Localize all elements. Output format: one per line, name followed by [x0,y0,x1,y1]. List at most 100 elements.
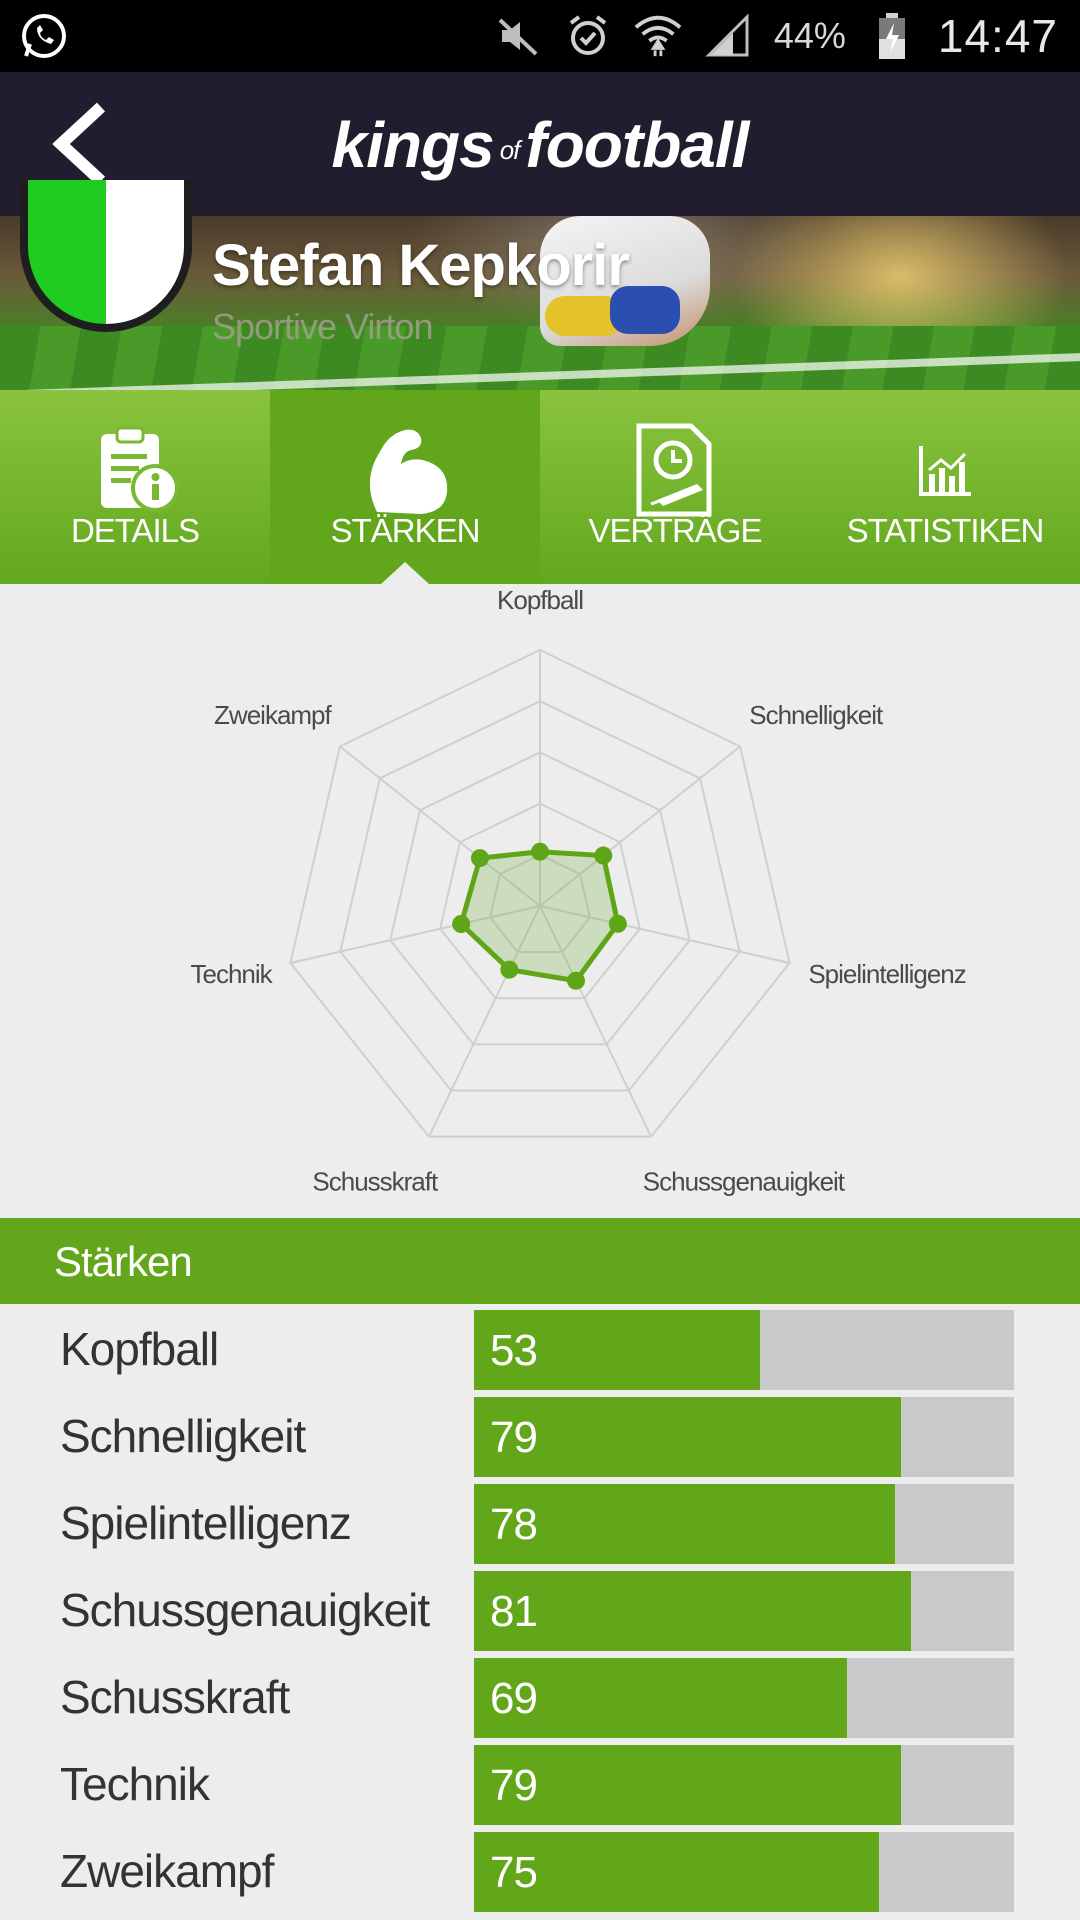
radar-grid-ring [489,853,591,954]
contract-clock-icon [625,420,725,520]
stat-bar-track: 78 [474,1484,1014,1564]
radar-grid-ring [339,700,741,1092]
radar-point [566,971,585,990]
active-tab-indicator [381,562,429,584]
stat-label: Technik [60,1758,210,1810]
stat-bar-fill [474,1745,901,1825]
stat-bar-track: 75 [474,1832,1014,1912]
radar-point [500,960,519,979]
stat-bar-fill [474,1484,896,1564]
stat-label: Schusskraft [60,1671,290,1723]
radar-grid-ring [439,802,641,1000]
logo-football: football [525,109,749,181]
stat-label: Spielintelligenz [60,1497,352,1549]
stat-label: Zweikampf [60,1845,274,1897]
radar-svg: Kopfball Schnelligkeit Spielintelligenz Sch… [191,585,967,1197]
tab-details[interactable]: DETAILS [0,390,270,584]
radar-axis-label: Schusskraft [312,1167,439,1197]
section-title: Stärken [54,1238,193,1285]
radar-grid-ring [389,751,691,1046]
radar-spoke [428,905,541,1138]
logo-kings: kings [331,109,495,181]
tab-statistiken[interactable]: STATISTIKEN [810,390,1080,584]
stat-value: 53 [490,1326,538,1375]
tab-staerken[interactable]: STÄRKEN [270,390,540,584]
tab-details-label: DETAILS [70,512,200,549]
wifi-icon [634,12,682,60]
radar-axis-label: Zweikampf [214,700,332,730]
stat-bar-fill [474,1571,912,1651]
stat-bar-track: 79 [474,1397,1014,1477]
radar-point [608,914,627,933]
stat-value: 75 [490,1848,538,1897]
stat-label: Schussgenauigkeit [60,1584,430,1636]
stat-row-schnelligkeit: Schnelligkeit 79 [0,1391,1080,1478]
radar-series-area [458,849,621,984]
stat-bar-track: 81 [474,1571,1014,1651]
app-logo: kings offootball [0,108,1080,182]
logo-of: of [499,134,521,165]
stat-bar-track: 53 [474,1310,1014,1390]
radar-axis-label: Technik [191,959,274,989]
stat-row-kopfball: Kopfball 53 [0,1304,1080,1391]
club-name: Sportive Virton [212,306,433,347]
strengths-radar-chart: Kopfball Schnelligkeit Spielintelligenz Sch… [0,584,1080,1218]
tab-vertraege-label: VERTRÄGE [588,512,763,549]
mute-icon [494,12,542,60]
radar-axis-label: Schnelligkeit [749,700,884,730]
stat-row-technik: Technik 79 [0,1739,1080,1826]
battery-icon [868,12,916,60]
radar-axis-label: Kopfball [497,585,583,615]
stat-row-schusskraft: Schusskraft 69 [0,1652,1080,1739]
radar-point [470,849,489,868]
player-name: Stefan Kepkorir [212,233,630,298]
stat-row-schussgenauigkeit: Schussgenauigkeit 81 [0,1565,1080,1652]
section-header: Stärken [0,1218,1080,1304]
battery-percent: 44% [773,15,846,56]
radar-spoke [539,905,652,1138]
radar-spoke [339,745,541,907]
status-bar: 44% 14:47 [0,0,1080,72]
whatsapp-icon [18,10,70,62]
tab-statistiken-label: STATISTIKEN [846,512,1045,549]
details-info-icon [85,420,185,520]
app-bar: kings offootball [0,72,1080,216]
radar-spoke [539,905,790,964]
radar-grid-ring [289,648,791,1138]
tab-bar: DETAILS STÄRKEN VERTRÄGE [0,390,1080,584]
flexed-bicep-icon [355,420,455,520]
alarm-icon [564,12,612,60]
strengths-list: Kopfball 53 Schnelligkeit 79 Spielintell… [0,1304,1080,1913]
stat-value: 79 [490,1761,538,1810]
clock: 14:47 [937,10,1058,62]
stat-bar-track: 79 [474,1745,1014,1825]
stat-bar-fill [474,1397,901,1477]
radar-spoke [290,905,541,964]
stat-bar-fill [474,1658,847,1738]
tab-vertraege[interactable]: VERTRÄGE [540,390,810,584]
stat-value: 69 [490,1674,538,1723]
stat-row-spielintelligenz: Spielintelligenz 78 [0,1478,1080,1565]
radar-axis-label: Schussgenauigkeit [643,1167,846,1197]
tab-staerken-label: STÄRKEN [330,512,481,549]
back-button[interactable] [30,94,130,194]
stat-bar-track: 69 [474,1658,1014,1738]
stat-bar-fill [474,1310,761,1390]
back-arrow-icon [52,102,106,186]
radar-point [594,846,613,865]
stat-label: Kopfball [60,1323,219,1375]
chart-icon [895,420,995,520]
stat-bar-fill [474,1832,879,1912]
stat-value: 81 [490,1587,538,1636]
radar-point [531,842,549,861]
radar-axis-label: Spielintelligenz [808,959,965,989]
stat-value: 79 [490,1413,538,1462]
stat-value: 78 [490,1500,538,1549]
club-badge [20,180,192,332]
signal-icon [704,12,752,60]
radar-spoke [539,745,741,907]
stat-label: Schnelligkeit [60,1410,306,1462]
stat-row-zweikampf: Zweikampf 75 [0,1826,1080,1913]
radar-point [452,915,471,934]
